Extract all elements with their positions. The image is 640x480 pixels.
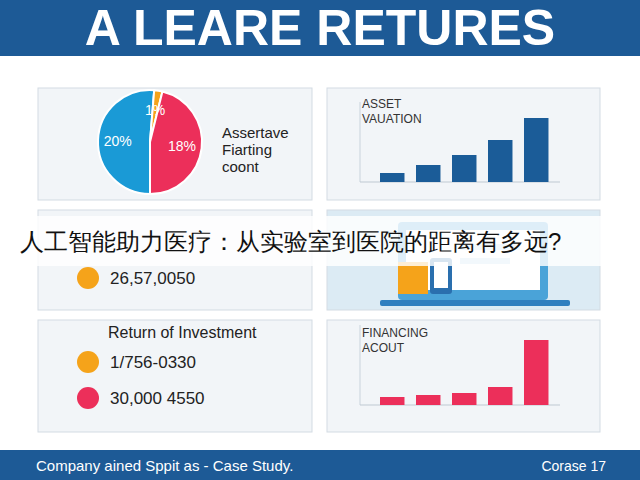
- bar: [524, 340, 548, 405]
- header-band: [0, 0, 640, 56]
- bar: [416, 395, 440, 405]
- bar: [416, 165, 440, 182]
- panel: [38, 320, 312, 432]
- bars: [380, 340, 548, 405]
- title-line: VAUATION: [362, 112, 422, 126]
- roi-dot: [77, 351, 99, 373]
- background: [0, 0, 640, 480]
- title-line: ASSET: [362, 97, 404, 111]
- panel: [38, 88, 312, 200]
- header-title: A LEARE RETURES: [85, 0, 555, 56]
- caption-band: [0, 216, 640, 266]
- footer-right: Corase 17: [541, 458, 606, 474]
- caption: 人工智能助力医疗：从实验室到医院的距离有多远?: [20, 228, 561, 255]
- chart-title: ASSET VAUATION: [362, 97, 422, 126]
- roi-value: 1/756-0330: [110, 353, 196, 372]
- title-line: coont: [222, 158, 260, 175]
- bar: [488, 387, 512, 405]
- bar: [380, 173, 404, 182]
- data-label: 20%: [104, 133, 132, 149]
- bars: [380, 118, 548, 182]
- title-line: Assertave: [222, 124, 293, 141]
- infographic: A LEARE RETURES 20% 1% 18% Assertave Fiartin…: [0, 0, 640, 480]
- panel: [327, 320, 600, 432]
- roi-title: Return of Investment: [108, 324, 257, 341]
- y-axis: [360, 102, 361, 182]
- pie: [98, 90, 202, 194]
- bar: [452, 155, 476, 182]
- chart-title: FINANCING ACOUT: [362, 326, 431, 355]
- footer-band: [0, 450, 640, 480]
- stat-value: 26,57,0050: [110, 269, 195, 288]
- bar: [380, 397, 404, 405]
- stat-dot: [77, 267, 99, 289]
- pie-title: Assertave Fiarting coont: [222, 124, 293, 175]
- footer-left: Company ained Sppit as - Case Study.: [36, 457, 293, 474]
- title-line: ACOUT: [362, 341, 405, 355]
- roi-dot: [77, 387, 99, 409]
- panel: [327, 88, 600, 200]
- bar: [524, 118, 548, 182]
- data-label: 18%: [168, 138, 196, 154]
- laptop-base: [380, 300, 570, 306]
- bar: [452, 393, 476, 405]
- title-line: Fiarting: [222, 141, 276, 158]
- data-label: 1%: [145, 102, 165, 118]
- bar: [488, 140, 512, 182]
- card: [398, 262, 428, 294]
- y-axis: [360, 325, 361, 405]
- title-line: FINANCING: [362, 326, 431, 340]
- roi-value: 30,000 4550: [110, 389, 205, 408]
